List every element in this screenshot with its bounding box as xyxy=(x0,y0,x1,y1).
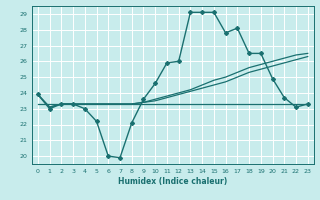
X-axis label: Humidex (Indice chaleur): Humidex (Indice chaleur) xyxy=(118,177,228,186)
